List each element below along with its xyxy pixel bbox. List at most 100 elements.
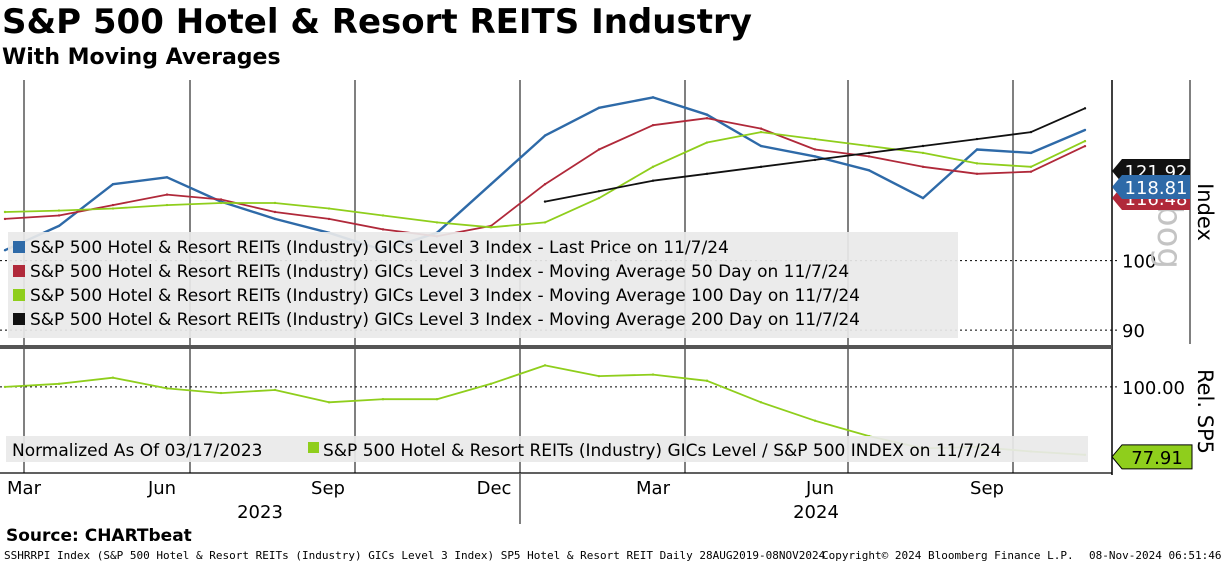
lower-series-0-point-2 [111, 376, 115, 379]
upper-series-0-point-5 [273, 217, 277, 221]
upper-series-2-point-5 [273, 201, 277, 205]
upper-series-2-point-0 [3, 210, 7, 214]
lower-series-0-point-5 [273, 388, 277, 392]
x-month-label-4: Mar [636, 478, 671, 499]
upper-series-1-point-7 [381, 228, 385, 231]
lower-series-0-point-0 [3, 385, 7, 389]
upper-series-3-point-11 [597, 189, 601, 193]
upper-series-1-point-3 [165, 193, 169, 196]
upper-legend-label-3: S&P 500 Hotel & Resort REITs (Industry) … [30, 310, 860, 330]
upper-series-2-point-16 [867, 144, 871, 148]
upper-ytick-label-1: 100 [1122, 252, 1156, 273]
upper-legend-swatch-1 [13, 265, 25, 277]
upper-series-1-point-0 [3, 217, 7, 221]
footer-ticker: SSHRRPI Index (S&P 500 Hotel & Resort RE… [4, 549, 826, 562]
upper-series-0-point-1 [57, 224, 61, 228]
upper-series-3-point-17 [921, 144, 925, 148]
x-month-label-6: Sep [970, 478, 1004, 499]
x-month-label-5: Jun [805, 478, 834, 499]
upper-series-1-point-14 [759, 127, 763, 130]
upper-series-2-point-4 [219, 201, 223, 205]
upper-series-1-point-20 [1083, 144, 1087, 148]
upper-series-3-point-19 [1029, 130, 1033, 134]
x-year-label-0: 2023 [237, 502, 283, 523]
upper-series-3-point-14 [759, 165, 763, 169]
upper-series-2-point-19 [1029, 165, 1033, 169]
upper-ytick-label-0: 90 [1122, 321, 1145, 342]
upper-series-0-point-9 [489, 183, 493, 186]
chart-subtitle: With Moving Averages [2, 45, 281, 70]
upper-series-0-point-3 [165, 176, 169, 179]
upper-series-2-point-13 [705, 141, 709, 144]
lower-legend-label-0: S&P 500 Hotel & Resort REITs (Industry) … [323, 441, 1001, 461]
upper-series-2-point-3 [165, 203, 169, 207]
upper-series-2-point-12 [651, 165, 655, 169]
upper-series-1-point-16 [867, 155, 871, 158]
lower-series-0-point-10 [543, 364, 547, 367]
upper-series-2-point-17 [921, 151, 925, 155]
upper-legend-label-2: S&P 500 Hotel & Resort REITs (Industry) … [30, 286, 860, 306]
upper-series-2-point-14 [759, 130, 763, 134]
upper-series-1-point-4 [219, 198, 223, 201]
lower-series-0-point-7 [381, 398, 385, 401]
upper-series-2-point-10 [543, 221, 547, 224]
upper-series-0-point-18 [975, 148, 979, 151]
upper-side-label: Index [1193, 183, 1217, 241]
upper-legend-swatch-3 [13, 313, 25, 325]
lower-series-0-point-1 [57, 382, 61, 386]
upper-series-1-point-15 [813, 148, 817, 151]
lower-last-value-tag [1111, 444, 1193, 470]
upper-series-0-point-19 [1029, 151, 1033, 155]
upper-legend-swatch-2 [13, 289, 25, 301]
upper-series-1-point-17 [921, 165, 925, 169]
x-month-label-2: Sep [311, 478, 345, 499]
footer-timestamp: 08-Nov-2024 06:51:46 [1089, 549, 1222, 562]
footer-copyright: Copyright© 2024 Bloomberg Finance L.P. [822, 549, 1074, 562]
upper-series-line-0 [4, 96, 1086, 252]
lower-side-label: Rel. SP5 [1193, 369, 1217, 454]
upper-series-0-point-11 [597, 106, 601, 109]
chart-title: S&P 500 Hotel & Resort REITS Industry [2, 2, 752, 42]
upper-series-1-point-19 [1029, 170, 1033, 173]
lower-ytick-label-0: 100.00 [1122, 378, 1185, 399]
upper-series-1-point-1 [57, 214, 61, 217]
lower-series-0-point-4 [219, 391, 223, 395]
upper-series-0-point-17 [921, 196, 925, 200]
lower-series-0-point-15 [813, 419, 817, 422]
upper-series-2-point-1 [57, 209, 61, 212]
upper-series-line-3 [544, 107, 1086, 203]
upper-series-3-point-15 [813, 158, 817, 162]
upper-series-2-point-15 [813, 137, 817, 141]
upper-series-0-point-10 [543, 134, 547, 137]
upper-series-3-point-20 [1083, 107, 1087, 110]
upper-series-2-point-20 [1083, 139, 1087, 143]
upper-series-1-point-18 [975, 172, 979, 175]
lower-legend-prefix: Normalized As Of 03/17/2023 [12, 441, 262, 461]
x-month-label-3: Dec [477, 478, 512, 499]
upper-legend-label-1: S&P 500 Hotel & Resort REITs (Industry) … [30, 262, 849, 282]
upper-series-3-point-12 [651, 179, 655, 182]
upper-legend-swatch-0 [13, 241, 25, 253]
upper-series-1-point-13 [705, 117, 709, 120]
lower-series-0-point-3 [165, 387, 169, 390]
upper-series-1-point-2 [111, 203, 115, 207]
upper-series-2-point-7 [381, 214, 385, 217]
upper-series-0-point-20 [1083, 128, 1087, 132]
upper-legend-label-0: S&P 500 Hotel & Resort REITs (Industry) … [30, 238, 729, 258]
upper-last-value-label-2: 118.81 [1125, 178, 1188, 199]
panel-divider [0, 345, 1112, 349]
upper-series-1-point-5 [273, 210, 277, 214]
upper-last-value-tag-2 [1112, 175, 1190, 199]
upper-series-1-point-6 [327, 217, 331, 221]
upper-series-1-point-12 [651, 123, 655, 127]
upper-series-0-point-14 [759, 144, 763, 148]
upper-series-0-point-13 [705, 113, 709, 116]
upper-series-2-point-9 [489, 226, 493, 229]
lower-series-0-point-6 [327, 401, 331, 404]
upper-series-1-point-10 [543, 183, 547, 186]
upper-series-3-point-13 [705, 172, 709, 175]
source-note: Source: CHARTbeat [6, 526, 192, 546]
upper-series-3-point-18 [975, 137, 979, 141]
x-month-label-1: Jun [147, 478, 176, 499]
